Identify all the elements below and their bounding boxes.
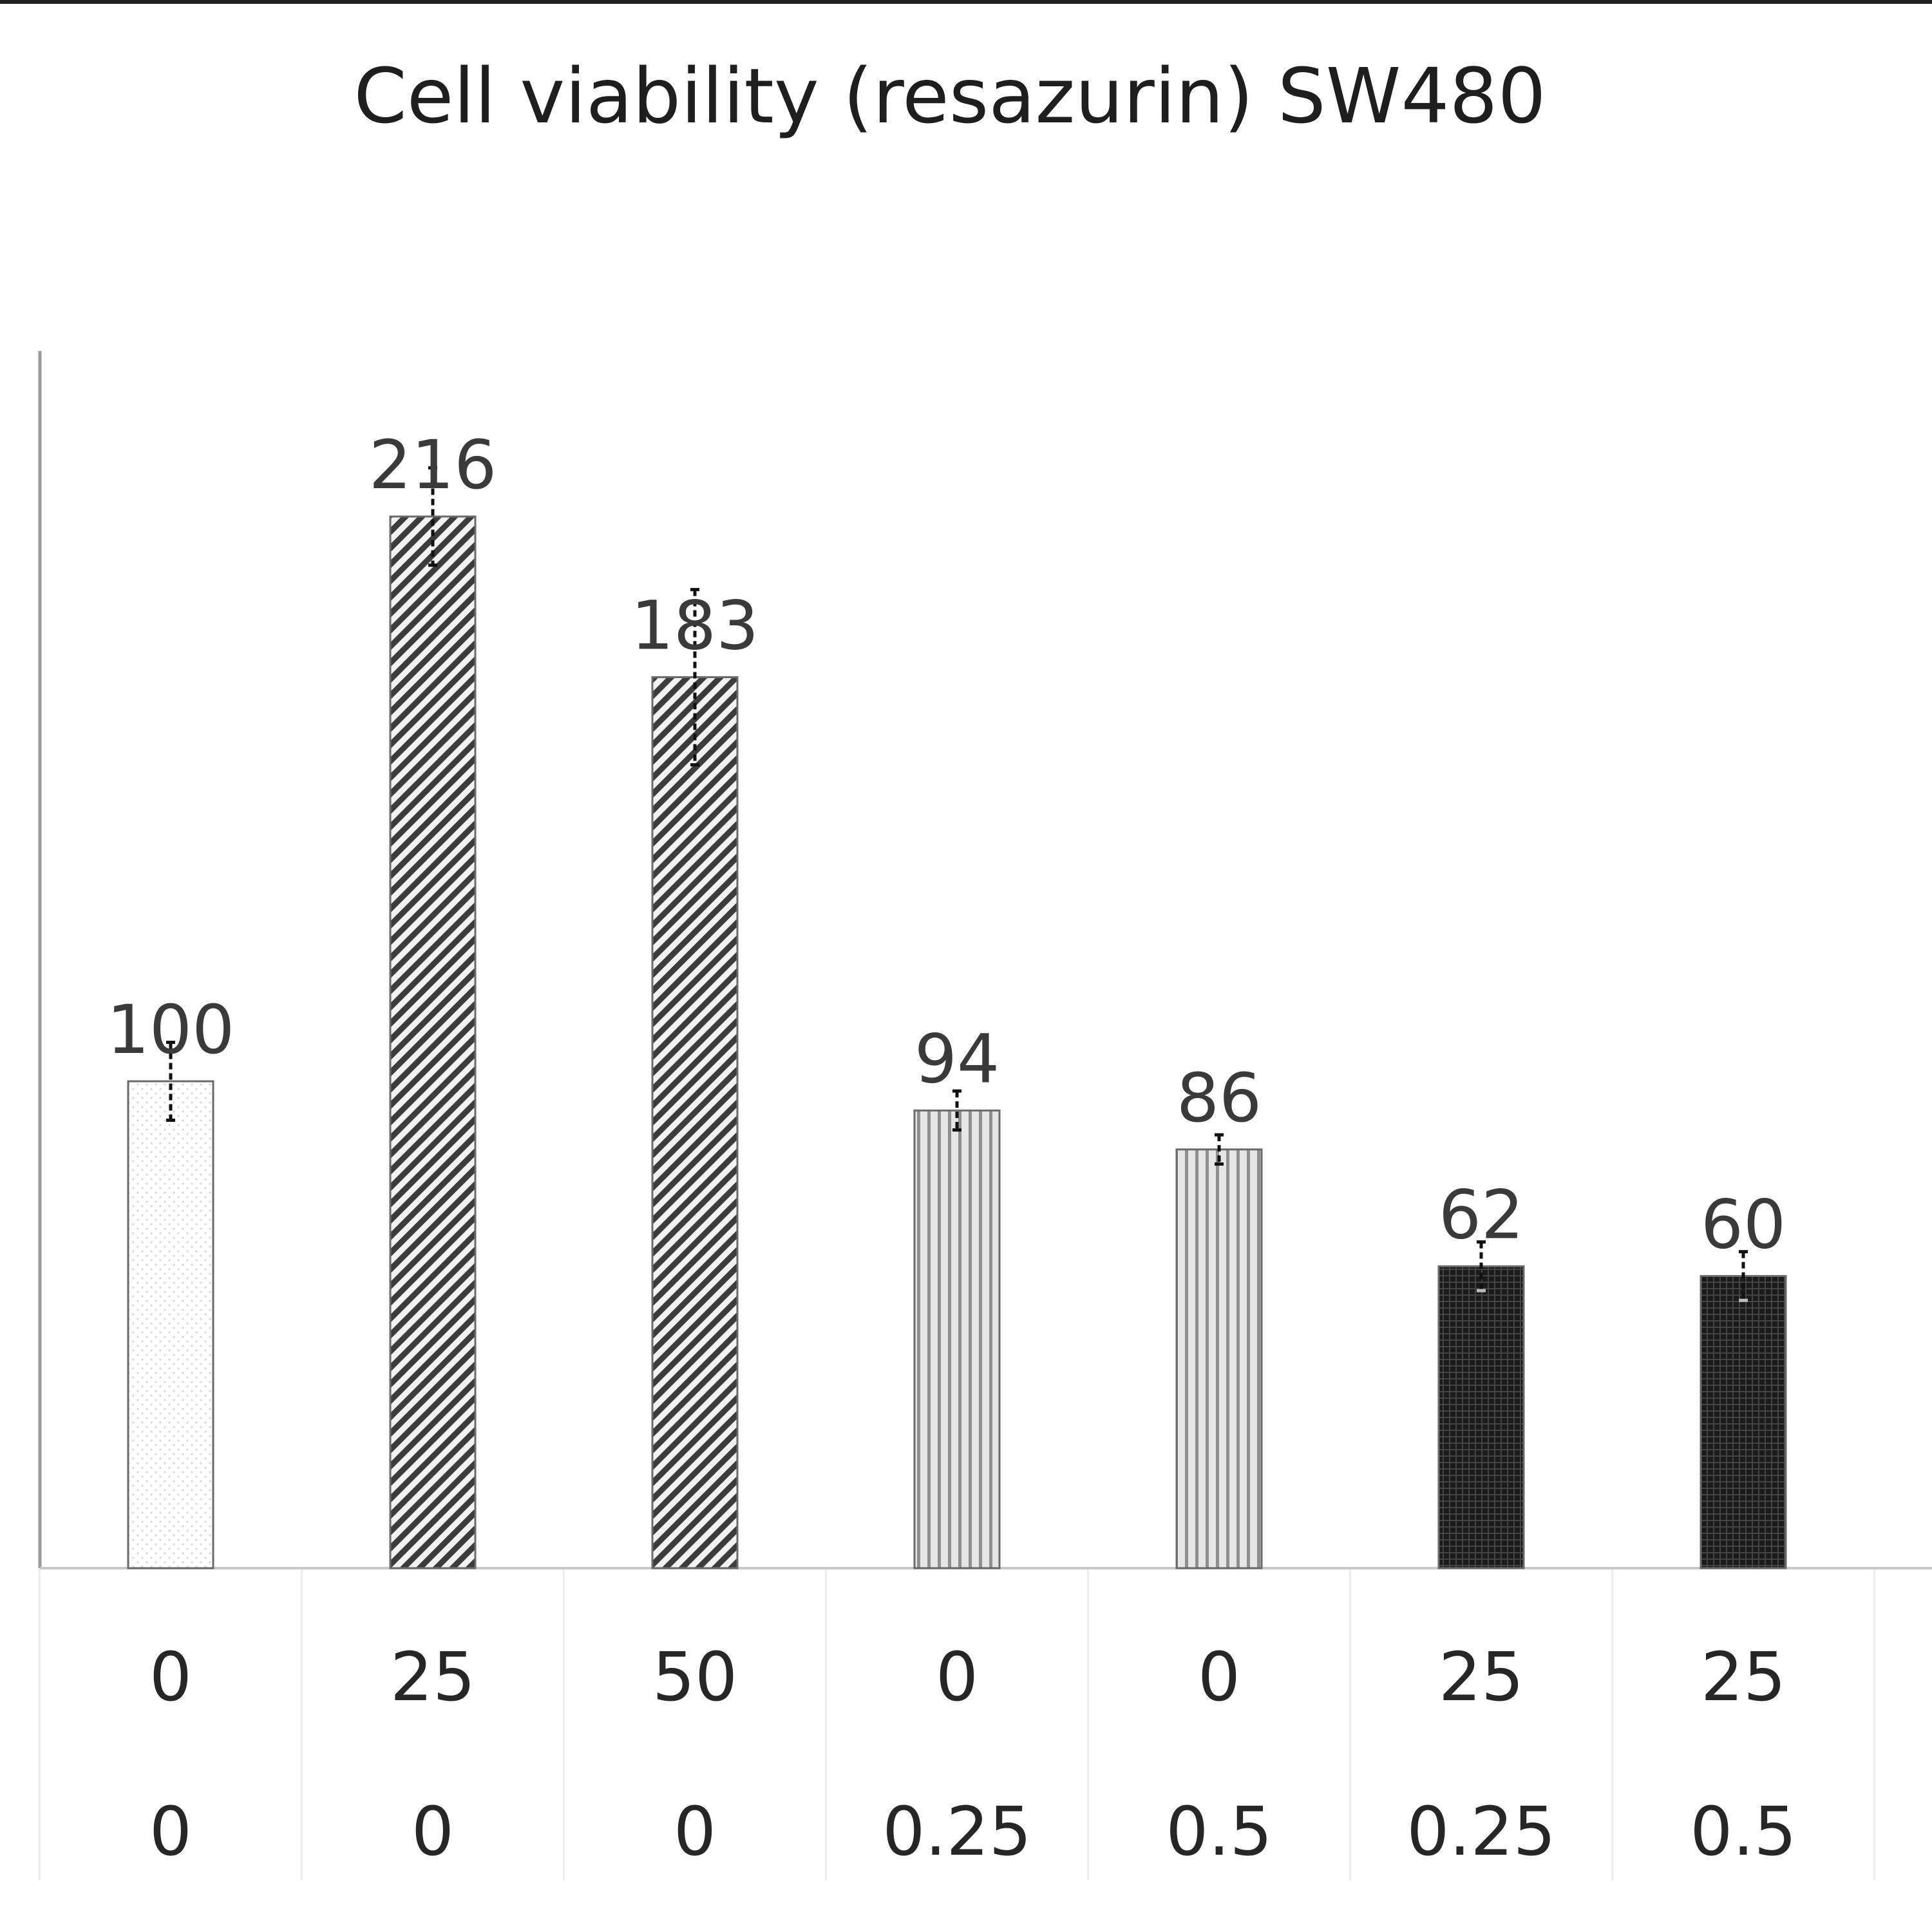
bar — [127, 1080, 214, 1569]
tick-label-row1: 25 — [1439, 1638, 1524, 1716]
tick-label-row1: 25 — [1701, 1638, 1786, 1716]
data-label: 60 — [1701, 1185, 1786, 1264]
tick-label-row2: 0 — [149, 1792, 192, 1871]
data-label: 94 — [914, 1019, 999, 1098]
bar — [1175, 1148, 1263, 1569]
tick-label-row2: 0.25 — [882, 1792, 1032, 1871]
tick-label-row-2: 0 0 0 0.25 0.5 0.25 0.5 — [149, 1792, 1797, 1871]
tick-label-row-1: 0 25 50 0 0 25 25 — [149, 1638, 1786, 1716]
bar-group — [127, 515, 1787, 1569]
tick-label-row1: 0 — [1198, 1638, 1240, 1716]
tick-label-row1: 0 — [936, 1638, 978, 1716]
tick-label-row2: 0 — [674, 1792, 716, 1871]
data-label: 216 — [369, 426, 497, 504]
tick-label-row2: 0.25 — [1406, 1792, 1556, 1871]
data-label: 86 — [1177, 1059, 1262, 1137]
data-label: 183 — [631, 587, 759, 665]
tick-label-row1: 50 — [652, 1638, 737, 1716]
tick-label-row2: 0 — [412, 1792, 454, 1871]
bar — [651, 676, 739, 1569]
bar — [913, 1109, 1001, 1569]
error-bar-group — [166, 466, 1748, 1302]
bar — [1700, 1274, 1787, 1569]
bar — [1437, 1265, 1525, 1569]
data-label: 62 — [1439, 1175, 1524, 1254]
data-label-group: 100 216 183 94 86 62 60 — [107, 426, 1786, 1264]
tick-label-row1: 25 — [390, 1638, 475, 1716]
tick-label-row2: 0.5 — [1690, 1792, 1796, 1871]
chart-title: Cell viability (resazurin) SW480 — [354, 52, 1546, 140]
tick-label-row1: 0 — [149, 1638, 192, 1716]
category-separators — [39, 1569, 1875, 1880]
bar — [389, 515, 477, 1569]
tick-label-row2: 0.5 — [1166, 1792, 1272, 1871]
data-label: 100 — [107, 990, 235, 1069]
